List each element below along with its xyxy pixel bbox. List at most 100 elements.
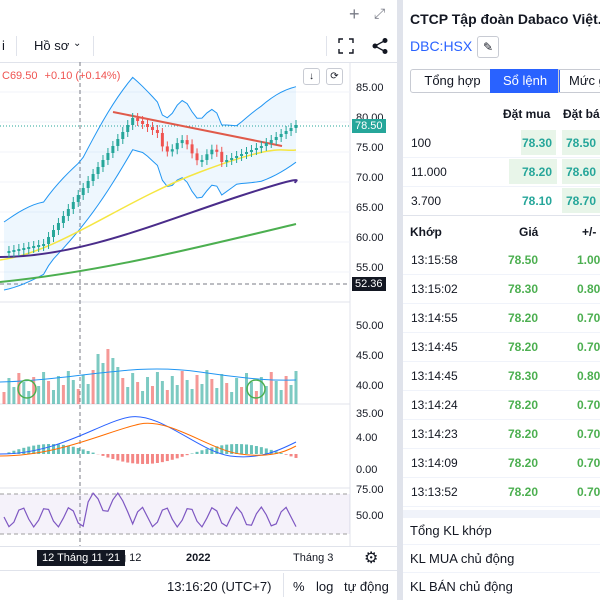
- macd-bar: [106, 454, 110, 458]
- candle-body: [66, 209, 70, 216]
- ohlc-legend: C69.50 +0.10 (+0.14%): [2, 70, 120, 82]
- trade-change: 0.80: [577, 369, 600, 383]
- macd-bar: [101, 454, 105, 456]
- volume-bar: [76, 389, 80, 404]
- candle-body: [195, 153, 199, 161]
- candle-body: [235, 156, 239, 158]
- macd-bar: [235, 444, 239, 454]
- macd-bar: [294, 454, 298, 458]
- book-qty: 100: [411, 136, 432, 150]
- volume-bar: [180, 371, 184, 404]
- reset-chart-button[interactable]: ⟳: [326, 68, 343, 85]
- macd-bar: [205, 448, 209, 454]
- time-label: 2022: [186, 552, 211, 564]
- price-label: 70.00: [356, 172, 384, 184]
- fullscreen-icon[interactable]: [338, 38, 354, 54]
- ma-purple: [0, 179, 298, 258]
- time-label: Tháng 3: [293, 552, 334, 564]
- trade-row: 13:15:58 78.50 1.00: [403, 245, 600, 275]
- macd-bar: [51, 444, 55, 454]
- volume-bar: [150, 386, 154, 404]
- candle-body: [131, 118, 135, 125]
- tab-price-levels[interactable]: Mức g: [558, 69, 600, 93]
- ask-bar: [562, 159, 600, 184]
- macd-bar: [81, 449, 85, 454]
- macd-bar: [136, 454, 140, 464]
- macd-label: 0.00: [356, 464, 378, 476]
- plus-icon[interactable]: +: [349, 4, 360, 24]
- toolbar-divider: [326, 36, 327, 56]
- candle-body: [12, 250, 16, 252]
- candle-body: [76, 195, 80, 202]
- macd-bar: [245, 444, 249, 454]
- macd-bar: [175, 454, 179, 459]
- gear-icon[interactable]: ⚙: [364, 550, 379, 567]
- volume-bar: [259, 377, 263, 404]
- book-ask: 78.60: [566, 165, 597, 179]
- macd-bar: [121, 454, 125, 462]
- ticker-symbol[interactable]: DBC:HSX: [410, 38, 473, 54]
- time-label: g 12: [120, 552, 142, 564]
- volume-bar: [32, 377, 36, 404]
- volume-bar: [200, 384, 204, 404]
- interval-button[interactable]: i: [2, 38, 5, 53]
- price-label: 75.00: [356, 142, 384, 154]
- scroll-down-button[interactable]: ↓: [303, 68, 320, 85]
- chevron-down-icon[interactable]: ⌄: [73, 38, 82, 49]
- bid-header: Đặt mua: [503, 107, 551, 121]
- candle-body: [150, 127, 154, 130]
- time-axis[interactable]: 12 Tháng 11 '21 g 12 2022 Tháng 3 ⚙: [0, 546, 397, 569]
- trade-change: 0.70: [577, 427, 600, 441]
- tab-orderbook[interactable]: Sổ lệnh: [490, 69, 560, 93]
- trade-time-header: Khớp: [410, 225, 442, 239]
- trade-price: 78.20: [508, 398, 539, 412]
- trade-row: 13:13:52 78.20 0.70: [403, 477, 600, 507]
- book-row: 100 78.30 78.50: [403, 128, 600, 158]
- candle-body: [42, 244, 46, 246]
- trade-row: 13:14:23 78.20 0.70: [403, 419, 600, 449]
- candle-body: [17, 249, 21, 251]
- rsi-label: 50.00: [356, 510, 384, 522]
- volume-bar: [279, 390, 283, 404]
- macd-bar: [126, 454, 130, 463]
- macd-bar: [269, 449, 273, 454]
- pane-divider[interactable]: [397, 0, 403, 600]
- candle-body: [254, 148, 258, 150]
- candle-body: [141, 121, 145, 124]
- price-label: 60.00: [356, 232, 384, 244]
- expand-icon[interactable]: ⤢: [374, 5, 386, 21]
- book-qty: 11.000: [411, 165, 447, 179]
- candle-body: [294, 125, 298, 128]
- book-row: 11.000 78.20 78.60: [403, 157, 600, 187]
- volume-bar: [17, 373, 21, 404]
- quote-panel: CTCP Tập đoàn Dabaco Việt... DBC:HSX ✎ T…: [403, 0, 600, 600]
- trade-price: 78.30: [508, 369, 539, 383]
- volume-bar: [131, 373, 135, 404]
- volume-bar: [264, 386, 268, 404]
- chart-pane[interactable]: + ⤢ i Hồ sơ ⌄ C69.50 +0.10 (+0.14%) ↓ ⟳ …: [0, 0, 397, 600]
- ma-green: [0, 223, 297, 283]
- chart-canvas[interactable]: [0, 62, 397, 582]
- profile-menu[interactable]: Hồ sơ: [34, 38, 70, 53]
- volume-bar: [111, 358, 115, 404]
- macd-bar: [170, 454, 174, 460]
- trade-row: 13:14:55 78.20 0.70: [403, 303, 600, 333]
- trade-change: 0.70: [577, 398, 600, 412]
- log-toggle[interactable]: log: [316, 579, 334, 594]
- trade-row: 13:14:09 78.20 0.70: [403, 448, 600, 478]
- volume-bar: [274, 381, 278, 404]
- book-ask: 78.70: [566, 194, 597, 208]
- macd-bar: [86, 450, 90, 454]
- pencil-icon[interactable]: ✎: [477, 36, 499, 58]
- share-icon[interactable]: [371, 37, 389, 55]
- macd-label: 4.00: [356, 432, 378, 444]
- volume-bar: [106, 349, 110, 404]
- volume-bar: [12, 387, 16, 404]
- macd-bar: [215, 446, 219, 454]
- macd-bar: [32, 445, 36, 454]
- candle-body: [175, 143, 179, 150]
- macd-bar: [200, 450, 204, 454]
- auto-toggle[interactable]: tự động: [344, 579, 389, 594]
- percent-toggle[interactable]: %: [293, 579, 305, 594]
- tab-overview[interactable]: Tổng hợp: [410, 69, 495, 93]
